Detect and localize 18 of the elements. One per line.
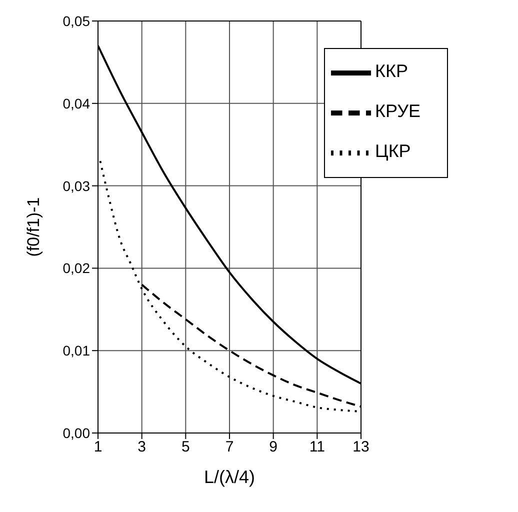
y-tick-label: 0,05: [62, 12, 90, 29]
x-tick-label: 11: [309, 438, 325, 456]
y-axis-title: (f0/f1)-1: [24, 197, 44, 257]
x-tick-label: 7: [225, 438, 234, 456]
y-tick-label: 0,00: [62, 424, 90, 441]
x-tick-label: 3: [138, 438, 146, 456]
legend-label: ЦКР: [375, 141, 411, 162]
x-tick-label: 9: [269, 438, 278, 456]
x-tick-label: 1: [94, 438, 102, 456]
y-tick-label: 0,03: [62, 178, 90, 194]
y-tick-label: 0,01: [62, 342, 90, 359]
legend-label: ККР: [375, 61, 408, 82]
x-tick-label: 5: [181, 438, 190, 456]
y-tick-label: 0,02: [62, 260, 90, 276]
x-tick-label: 13: [352, 438, 370, 456]
legend-label: КРУЕ: [375, 101, 421, 122]
x-axis-title: L/(λ/4): [204, 467, 256, 487]
y-tick-label: 0,04: [62, 95, 90, 112]
